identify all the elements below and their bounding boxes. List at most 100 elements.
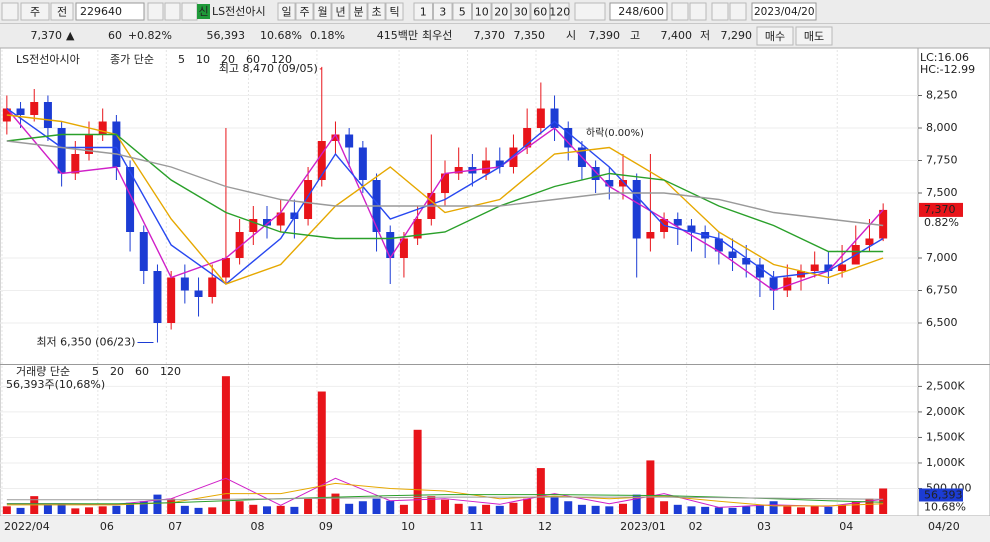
period-button-box[interactable] — [277, 2, 296, 21]
market-select-box[interactable] — [20, 2, 50, 21]
period-button[interactable]: 주 — [299, 6, 309, 19]
legend-entry: 20 — [110, 365, 124, 378]
interval-button-box[interactable] — [530, 2, 550, 21]
candle-body — [71, 154, 80, 174]
legend-entry: 10 — [196, 53, 210, 66]
tool-icon-box[interactable] — [181, 2, 198, 21]
legend-entry: 20 — [221, 53, 235, 66]
period-button-box[interactable] — [349, 2, 368, 21]
candle-body — [879, 209, 888, 239]
volume-bar — [865, 498, 874, 514]
count-box[interactable] — [609, 2, 668, 21]
interval-button-box[interactable] — [472, 2, 492, 21]
code-input[interactable]: 229640 — [80, 5, 122, 18]
tool-icon-box[interactable] — [147, 2, 164, 21]
panel-title: 거래량 단순 — [16, 365, 70, 378]
interval-button-box[interactable] — [452, 2, 472, 21]
y-tick-label: 7,500 — [926, 186, 958, 199]
interval-button[interactable]: 3 — [439, 6, 446, 19]
volume-bar — [427, 496, 436, 514]
interval-button[interactable]: 5 — [459, 6, 466, 19]
volume-bar — [824, 506, 833, 514]
candle-body — [714, 238, 723, 252]
tool-icon-box[interactable] — [671, 2, 689, 21]
volume-bar — [304, 498, 313, 514]
buy-button[interactable]: 매수 — [765, 30, 785, 43]
market-select[interactable]: 주 — [30, 6, 40, 19]
interval-button[interactable]: 60 — [533, 6, 547, 19]
x-tick-label: 09 — [319, 520, 333, 533]
volume-bar — [564, 501, 573, 514]
sell-button-box[interactable] — [795, 26, 833, 46]
lc-label: LC:16.06 — [920, 51, 969, 64]
candle-body — [454, 167, 463, 174]
candle-body — [208, 277, 217, 297]
period-button-box[interactable] — [385, 2, 404, 21]
y-tick-label: 6,500 — [926, 316, 958, 329]
volume-bar — [358, 501, 367, 514]
period-button[interactable]: 월 — [317, 6, 327, 19]
volume-bar — [783, 506, 792, 514]
candle-body — [221, 258, 230, 278]
interval-button-box[interactable] — [550, 2, 570, 21]
interval-button-box[interactable] — [511, 2, 531, 21]
x-tick-label: 08 — [250, 520, 264, 533]
interval-dropdown-box[interactable] — [574, 2, 606, 21]
open-label: 시 — [566, 29, 576, 42]
count[interactable]: 248/600 — [618, 5, 664, 18]
hc-label: HC:-12.99 — [920, 63, 975, 76]
y-tick-label: 7,000 — [926, 251, 958, 264]
interval-button[interactable]: 30 — [514, 6, 528, 19]
low-label: 저 — [700, 29, 710, 42]
period-button[interactable]: 일 — [281, 5, 291, 19]
date-box[interactable] — [751, 2, 817, 21]
candle-body — [345, 134, 354, 148]
candle-body — [810, 264, 819, 271]
period-button-box[interactable] — [331, 2, 350, 21]
candle-body — [85, 134, 93, 154]
period-button-box[interactable] — [295, 2, 314, 21]
tool-icon-box[interactable] — [729, 2, 747, 21]
volume-bar — [797, 507, 805, 514]
period-button[interactable]: 틱 — [389, 6, 399, 19]
all-select[interactable]: 전 — [57, 6, 67, 19]
period-button-box[interactable] — [313, 2, 332, 21]
volume-bar — [331, 493, 340, 514]
volume-bar — [139, 501, 148, 514]
tool-icon-box[interactable] — [689, 2, 707, 21]
x-tick-label: 06 — [100, 520, 114, 533]
tool-icon-box[interactable] — [164, 2, 181, 21]
period-button[interactable]: 초 — [371, 6, 381, 19]
date[interactable]: 2023/04/20 — [754, 6, 815, 18]
all-select-box[interactable] — [50, 2, 74, 21]
interval-button[interactable]: 10 — [475, 6, 489, 19]
volume-bar — [495, 505, 504, 514]
candle-body — [43, 102, 52, 128]
candle-body — [304, 180, 313, 219]
moving-average-line — [6, 114, 884, 285]
period-button-box[interactable] — [367, 2, 386, 21]
period-button[interactable]: 년 — [335, 6, 345, 19]
period-button[interactable]: 분 — [353, 6, 363, 19]
interval-button[interactable]: 1 — [420, 6, 427, 19]
interval-button-box[interactable] — [413, 2, 433, 21]
menu-icon-box[interactable] — [1, 2, 19, 21]
quote-low: 7,290 — [721, 29, 753, 42]
buy-button-box[interactable] — [756, 26, 794, 46]
moving-average-line — [6, 140, 884, 227]
interval-button[interactable]: 120 — [549, 6, 570, 19]
legend-label: 종가 단순 — [110, 53, 154, 66]
x-tick-label: 10 — [401, 520, 415, 533]
y-tick-label: 2,500K — [926, 379, 965, 392]
tool-icon-box[interactable] — [711, 2, 729, 21]
interval-button[interactable]: 20 — [494, 6, 508, 19]
candle-body — [399, 238, 408, 258]
interval-button-box[interactable] — [433, 2, 453, 21]
volume-bar — [126, 502, 135, 514]
code-input-box[interactable] — [75, 2, 145, 21]
interval-button-box[interactable] — [491, 2, 511, 21]
sell-button[interactable]: 매도 — [804, 30, 824, 43]
volume-bar — [399, 504, 408, 514]
plot-area — [0, 47, 919, 517]
